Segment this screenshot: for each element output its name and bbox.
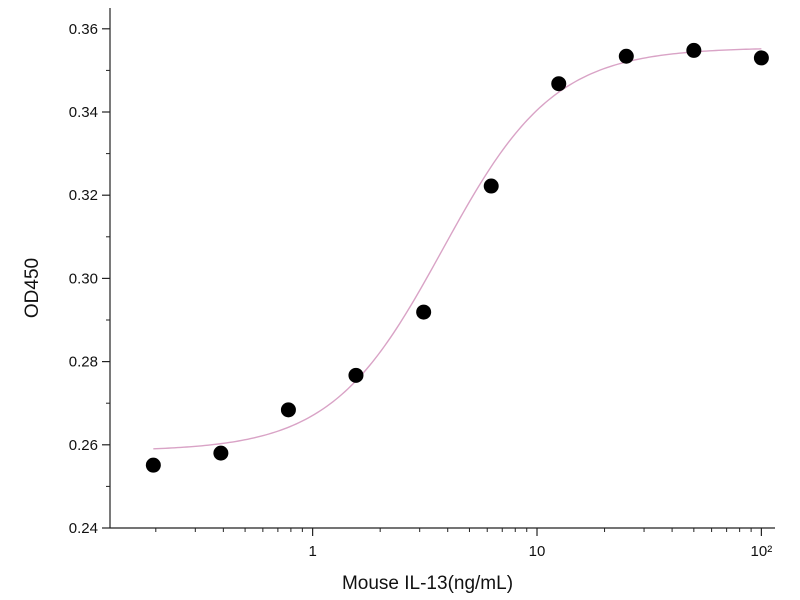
tick-labels-layer: 0.24 0.26 0.28 0.30 0.32 0.34 0.36 1 10 10² (69, 21, 772, 560)
data-point (753, 50, 769, 66)
data-point (618, 48, 634, 64)
data-point (483, 178, 499, 194)
axes (102, 8, 775, 536)
y-tick-label: 0.24 (69, 520, 98, 537)
y-tick-label: 0.26 (69, 437, 98, 454)
x-tick-label: 10 (529, 543, 546, 560)
data-point (348, 367, 364, 383)
data-point (416, 304, 432, 320)
data-points-layer (145, 42, 769, 473)
data-point (686, 42, 702, 58)
x-tick-label: 1 (308, 543, 316, 560)
x-tick-label: 10² (751, 543, 773, 560)
y-tick-label: 0.34 (69, 104, 98, 121)
y-axis-title: OD450 (22, 258, 43, 318)
data-point (551, 76, 567, 92)
fit-curve (153, 48, 762, 450)
x-axis-title: Mouse IL-13(ng/mL) (342, 573, 513, 594)
y-tick-label: 0.28 (69, 354, 98, 371)
y-tick-label: 0.30 (69, 270, 98, 287)
y-tick-label: 0.32 (69, 187, 98, 204)
data-point (145, 457, 161, 473)
data-point (213, 445, 229, 461)
y-tick-label: 0.36 (69, 21, 98, 38)
data-point (280, 402, 296, 418)
fit-curve-layer (153, 48, 762, 450)
